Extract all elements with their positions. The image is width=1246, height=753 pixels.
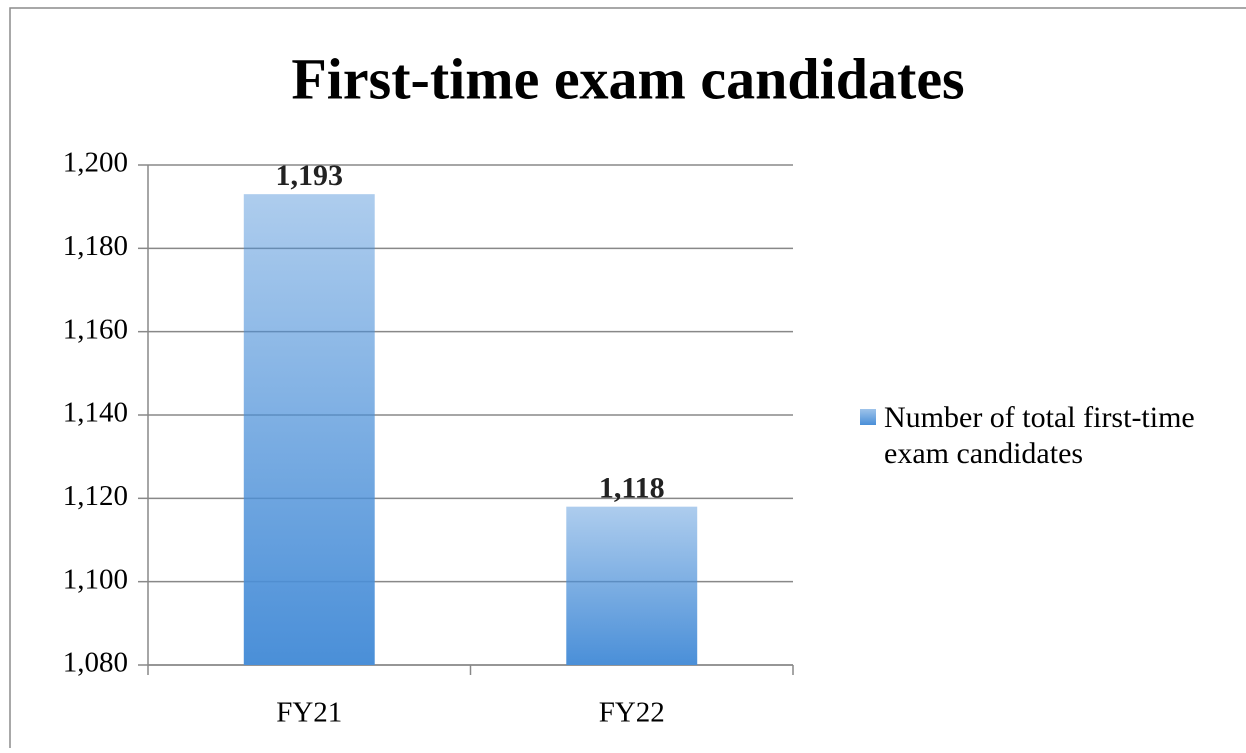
chart-title: First-time exam candidates (291, 46, 964, 111)
bar (243, 194, 375, 665)
data-label: 1,118 (599, 472, 665, 505)
y-tick-label: 1,120 (63, 480, 128, 512)
y-tick-label: 1,180 (63, 230, 128, 262)
legend: Number of total first-time exam candidat… (860, 400, 1214, 472)
y-tick-label: 1,080 (63, 647, 128, 679)
x-tick-label: FY21 (276, 697, 342, 729)
chart-border (9, 7, 1246, 753)
y-tick-label: 1,100 (63, 563, 128, 595)
legend-label: Number of total first-time exam candidat… (884, 401, 1195, 470)
y-tick-label: 1,140 (63, 397, 128, 429)
data-label: 1,193 (276, 159, 344, 192)
legend-swatch (860, 409, 876, 425)
x-tick-label: FY22 (599, 697, 665, 729)
y-tick-label: 1,200 (63, 147, 128, 179)
y-tick-label: 1,160 (63, 313, 128, 345)
bar (566, 506, 698, 665)
